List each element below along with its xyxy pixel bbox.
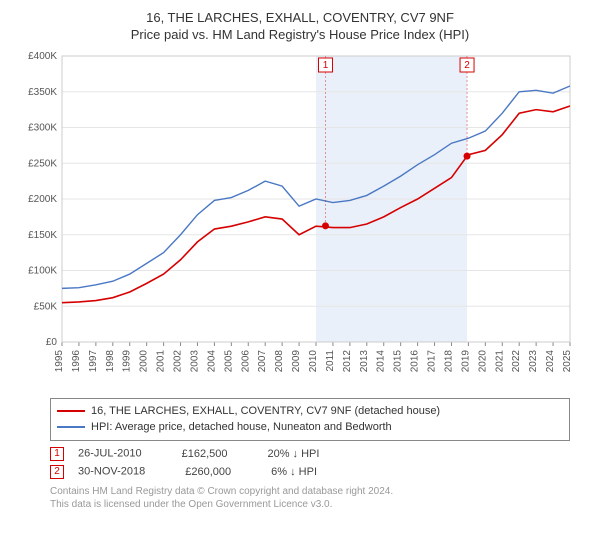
svg-text:1997: 1997 [88,349,99,372]
chart-title: 16, THE LARCHES, EXHALL, COVENTRY, CV7 9… [10,10,590,27]
svg-text:2: 2 [464,60,470,71]
svg-text:2022: 2022 [511,349,522,372]
svg-text:2006: 2006 [240,349,251,372]
svg-text:2007: 2007 [257,349,268,372]
svg-text:2009: 2009 [291,349,302,372]
legend-swatch [57,426,85,428]
svg-text:£250K: £250K [28,158,57,169]
svg-text:1: 1 [323,60,329,71]
svg-text:1996: 1996 [71,349,82,372]
svg-text:1998: 1998 [105,349,116,372]
svg-text:2017: 2017 [427,349,438,372]
svg-text:2004: 2004 [206,349,217,372]
annotation-row: 2 30-NOV-2018 £260,000 6% ↓ HPI [50,465,570,479]
legend: 16, THE LARCHES, EXHALL, COVENTRY, CV7 9… [50,398,570,441]
annotation-date: 30-NOV-2018 [78,465,145,477]
svg-text:2002: 2002 [173,349,184,372]
svg-text:2014: 2014 [376,349,387,372]
footer-line2: This data is licensed under the Open Gov… [50,498,570,511]
svg-text:2023: 2023 [528,349,539,372]
svg-text:£100K: £100K [28,265,57,276]
legend-swatch [57,410,85,412]
legend-label: HPI: Average price, detached house, Nune… [91,421,392,433]
svg-text:2011: 2011 [325,349,336,371]
svg-text:2000: 2000 [139,349,150,372]
svg-text:2015: 2015 [393,349,404,372]
svg-text:£0: £0 [46,337,58,348]
svg-text:2003: 2003 [189,349,200,372]
chart-subtitle: Price paid vs. HM Land Registry's House … [10,27,590,42]
footer-text: Contains HM Land Registry data © Crown c… [50,485,570,511]
legend-item: HPI: Average price, detached house, Nune… [57,419,563,436]
annotation-row: 1 26-JUL-2010 £162,500 20% ↓ HPI [50,447,570,461]
annotation-price: £162,500 [182,448,228,460]
svg-text:2001: 2001 [156,349,167,372]
annotation-change: 20% ↓ HPI [267,448,319,460]
annotation-marker: 2 [50,465,64,479]
chart-area: £0 £50K £100K £150K £200K £250K £300K £350K £400… [20,50,580,390]
svg-text:£300K: £300K [28,122,57,133]
svg-text:2025: 2025 [562,349,573,372]
legend-label: 16, THE LARCHES, EXHALL, COVENTRY, CV7 9… [91,405,440,417]
svg-text:£150K: £150K [28,230,57,241]
svg-text:2013: 2013 [359,349,370,372]
annotation-marker: 1 [50,447,64,461]
svg-text:2020: 2020 [477,349,488,372]
svg-text:2010: 2010 [308,349,319,372]
svg-text:2024: 2024 [545,349,556,372]
chart-container: 16, THE LARCHES, EXHALL, COVENTRY, CV7 9… [0,0,600,560]
svg-text:£350K: £350K [28,87,57,98]
svg-text:2005: 2005 [223,349,234,372]
svg-text:1999: 1999 [122,349,133,372]
svg-text:£50K: £50K [34,301,58,312]
line-chart-svg: £0 £50K £100K £150K £200K £250K £300K £350K £400… [20,50,580,390]
svg-text:2016: 2016 [410,349,421,372]
svg-text:£200K: £200K [28,194,57,205]
svg-text:2018: 2018 [443,349,454,372]
annotation-date: 26-JUL-2010 [78,447,142,459]
svg-text:2008: 2008 [274,349,285,372]
svg-text:2019: 2019 [460,349,471,372]
svg-text:£400K: £400K [28,51,57,62]
annotation-price: £260,000 [185,466,231,478]
svg-text:2021: 2021 [494,349,505,372]
legend-item: 16, THE LARCHES, EXHALL, COVENTRY, CV7 9… [57,403,563,420]
footer-line1: Contains HM Land Registry data © Crown c… [50,485,570,498]
annotation-change: 6% ↓ HPI [271,466,317,478]
svg-text:1995: 1995 [54,349,65,372]
svg-text:2012: 2012 [342,349,353,372]
